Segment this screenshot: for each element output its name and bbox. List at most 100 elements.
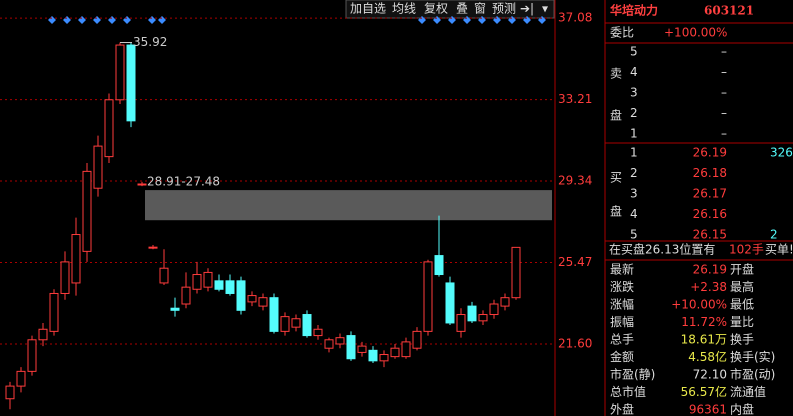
candle-body: [445, 282, 455, 324]
stat-label: 市盈(静): [610, 367, 655, 382]
y-tick-label: 37.08: [558, 11, 592, 25]
ratio-label: 委比: [610, 26, 634, 40]
candle-body: [401, 341, 411, 358]
toolbar-button[interactable]: 均线: [392, 2, 416, 16]
stat-label: 市盈(动): [730, 367, 775, 382]
toolbar-button[interactable]: 加自选: [350, 2, 386, 16]
side-label: 买: [610, 171, 622, 185]
bid-price: 26.19: [693, 146, 727, 160]
ask-price: –: [721, 65, 727, 79]
stat-label: 开盘: [730, 262, 754, 277]
ask-price: –: [721, 127, 727, 141]
range-band: [145, 190, 552, 221]
band-label: 28.91-27.48: [147, 175, 220, 189]
candle-body: [192, 274, 202, 290]
candle-body: [71, 234, 81, 284]
bid-level: 4: [630, 207, 638, 221]
bid-price: 26.15: [693, 228, 727, 242]
candle-body: [225, 280, 235, 294]
side-label: 盘: [610, 108, 622, 123]
stat-label: 振幅: [610, 314, 634, 329]
y-tick-label: 21.60: [558, 337, 592, 351]
candle-body: [49, 292, 59, 332]
candle-body: [489, 303, 499, 316]
candle-body: [236, 280, 246, 311]
stat-label: 总手: [610, 333, 634, 347]
stat-label: 涨幅: [610, 297, 634, 312]
stat-value: 96361: [689, 403, 727, 416]
peak-label: 35.92: [133, 35, 167, 49]
candle-body: [247, 295, 257, 303]
y-tick-label: 25.47: [558, 255, 592, 269]
stat-label: 内盘: [730, 402, 754, 416]
stock-code: 603121: [704, 4, 754, 18]
candle-body: [280, 316, 290, 332]
stat-label: 最新: [610, 262, 634, 277]
y-tick-label: 29.34: [558, 174, 592, 188]
candle-body: [346, 335, 356, 360]
pin-icon[interactable]: ➔|: [520, 2, 534, 16]
bid-price: 26.17: [693, 187, 727, 201]
candle-body: [379, 354, 389, 362]
stat-label: 最低: [730, 298, 754, 312]
ask-level: 3: [630, 86, 638, 100]
toolbar-button[interactable]: 预测: [492, 2, 516, 16]
candle-body: [335, 337, 345, 345]
stat-value: +2.38: [690, 280, 727, 294]
candle-body: [181, 286, 191, 305]
candle-body: [93, 145, 103, 189]
stat-value: +10.00%: [671, 298, 727, 312]
candle-body: [368, 349, 378, 362]
stock-name: 华培动力: [610, 3, 658, 18]
bid-price: 26.18: [693, 166, 727, 180]
candle-body: [115, 44, 125, 101]
stat-label: 外盘: [610, 402, 634, 416]
ask-price: –: [721, 86, 727, 100]
candle-body: [478, 314, 488, 322]
side-label: 卖: [610, 67, 622, 81]
stat-label: 总市值: [610, 384, 646, 399]
candle-body: [5, 385, 15, 400]
stat-label: 涨跌: [610, 279, 634, 294]
candle-body: [170, 307, 180, 311]
candle-body: [357, 345, 367, 353]
candle-body: [104, 99, 114, 158]
toolbar-button[interactable]: 复权: [424, 2, 448, 16]
candle-body: [500, 297, 510, 307]
candle-body: [82, 170, 92, 252]
candle-body: [38, 328, 48, 341]
side-label: 盘: [610, 204, 622, 219]
stat-value: 11.72%: [681, 315, 727, 329]
ask-price: –: [721, 106, 727, 120]
stat-value: 18.61万: [681, 333, 727, 347]
dropdown-icon[interactable]: ▾: [542, 2, 548, 16]
bid-level: 5: [630, 228, 638, 242]
toolbar-button[interactable]: 窗: [474, 2, 486, 16]
stat-value: 26.19: [693, 263, 727, 277]
stat-label: 最高: [730, 279, 754, 294]
bid-level: 3: [630, 187, 638, 201]
notice-tag[interactable]: 买单!: [765, 243, 793, 257]
candle-body: [324, 339, 334, 349]
candle-body: [302, 314, 312, 337]
ratio-value: +100.00%: [664, 26, 727, 40]
bid-level: 1: [630, 146, 638, 160]
stat-value: 56.57亿: [681, 384, 727, 399]
candle-body: [269, 297, 279, 332]
bid-volume: 326: [770, 146, 793, 160]
toolbar-button[interactable]: 叠: [456, 2, 468, 16]
stat-label: 金额: [610, 349, 634, 364]
y-tick-label: 33.21: [558, 92, 592, 106]
candle-body: [390, 347, 400, 358]
notice-text: 在买盘26.13位置有: [609, 242, 715, 257]
candle-body: [313, 328, 323, 337]
candle-body: [456, 314, 466, 332]
candle-body: [214, 280, 224, 290]
candle-body: [60, 261, 70, 294]
bid-price: 26.16: [693, 207, 727, 221]
stat-label: 换手: [730, 333, 754, 347]
stat-label: 量比: [730, 315, 754, 329]
candle-body: [423, 261, 433, 332]
